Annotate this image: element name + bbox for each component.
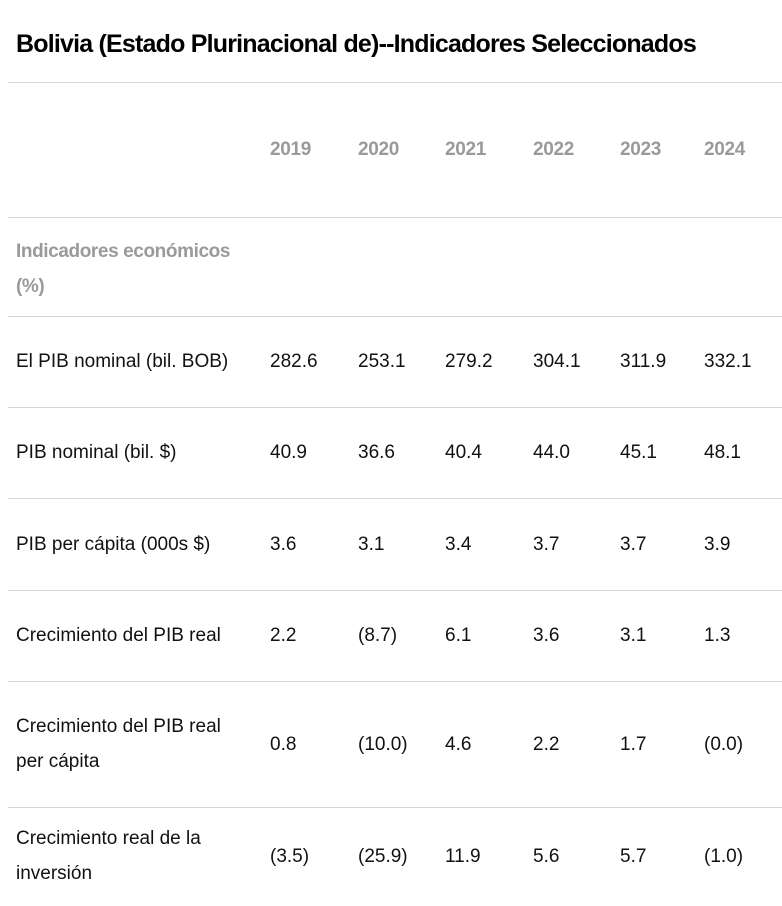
column-header-2024: 2024 (704, 139, 746, 161)
cell-value: 3.9 (704, 533, 731, 555)
cell-value: 253.1 (358, 351, 406, 372)
row-label-line2: inversión (16, 863, 93, 885)
cell-value: 2.2 (270, 625, 297, 646)
section-heading: Indicadores económicos (%) (8, 217, 782, 316)
column-header-2020: 2020 (358, 139, 400, 161)
column-header-2019: 2019 (270, 139, 312, 161)
cell-value: 304.1 (533, 351, 581, 372)
cell-value: 3.7 (620, 533, 647, 555)
cell-value: 282.6 (270, 351, 318, 372)
cell-value: 3.1 (620, 625, 647, 646)
title-divider (8, 82, 782, 83)
column-header-2021: 2021 (445, 139, 487, 161)
cell-value: 311.9 (620, 351, 667, 372)
cell-value: 45.1 (620, 442, 657, 463)
cell-value: 0.8 (270, 733, 297, 755)
table-row: Crecimiento del PIB real 2.2 (8.7) 6.1 3… (8, 590, 782, 681)
cell-value: 3.4 (445, 533, 472, 555)
section-row: Indicadores económicos (%) (8, 217, 782, 316)
section-heading-line1: Indicadores económicos (16, 240, 230, 262)
cell-value: 1.3 (704, 625, 731, 646)
cell-value: (8.7) (358, 625, 398, 646)
cell-value: (0.0) (704, 733, 744, 755)
row-label: PIB nominal (bil. $) (16, 442, 177, 463)
cell-value: (3.5) (270, 845, 310, 867)
column-header-2022: 2022 (533, 139, 575, 161)
cell-value: 5.7 (620, 845, 647, 867)
table-header-row: 2019 2020 2021 2022 2023 2024 (8, 83, 782, 217)
table-row: Crecimiento del PIB real per cápita 0.8 (… (8, 681, 782, 807)
row-label-line2: per cápita (16, 751, 100, 772)
row-label-line1: Crecimiento real de la (16, 828, 201, 850)
row-label: Crecimiento del PIB real per cápita (8, 681, 270, 807)
cell-value: (10.0) (358, 733, 408, 755)
page-title: Bolivia (Estado Plurinacional de)--Indic… (16, 30, 697, 58)
cell-value: 2.2 (533, 733, 560, 755)
table-row: PIB nominal (bil. $) 40.9 36.6 40.4 44.0… (8, 407, 782, 498)
column-header-2023: 2023 (620, 139, 662, 161)
cell-value: 40.9 (270, 442, 307, 463)
cell-value: 332.1 (704, 351, 752, 372)
cell-value: 5.6 (533, 845, 560, 867)
cell-value: 3.6 (533, 625, 560, 646)
cell-value: (1.0) (704, 845, 744, 867)
cell-value: 279.2 (445, 351, 493, 372)
row-label: PIB per cápita (000s $) (16, 533, 211, 555)
row-label-line1: Crecimiento del PIB real (16, 716, 221, 737)
row-label: El PIB nominal (bil. BOB) (16, 351, 229, 372)
table-row: El PIB nominal (bil. BOB) 282.6 253.1 27… (8, 316, 782, 407)
header-label-cell (8, 83, 270, 217)
cell-value: 40.4 (445, 442, 482, 463)
cell-value: 3.6 (270, 533, 297, 555)
table-row: Crecimiento real de la inversión (3.5) (2… (8, 807, 782, 905)
cell-value: 36.6 (358, 442, 395, 463)
cell-value: (25.9) (358, 845, 408, 867)
indicators-table: 2019 2020 2021 2022 2023 2024 Indicadore… (8, 83, 782, 905)
section-heading-line2: (%) (16, 275, 45, 297)
cell-value: 3.7 (533, 533, 560, 555)
cell-value: 6.1 (445, 625, 472, 646)
row-label: Crecimiento del PIB real (16, 625, 221, 646)
cell-value: 11.9 (445, 845, 481, 867)
cell-value: 1.7 (620, 733, 647, 755)
table-row: PIB per cápita (000s $) 3.6 3.1 3.4 3.7 … (8, 498, 782, 590)
cell-value: 44.0 (533, 442, 570, 463)
cell-value: 4.6 (445, 733, 472, 755)
row-label: Crecimiento real de la inversión (8, 807, 270, 905)
cell-value: 48.1 (704, 442, 741, 463)
cell-value: 3.1 (358, 533, 385, 555)
